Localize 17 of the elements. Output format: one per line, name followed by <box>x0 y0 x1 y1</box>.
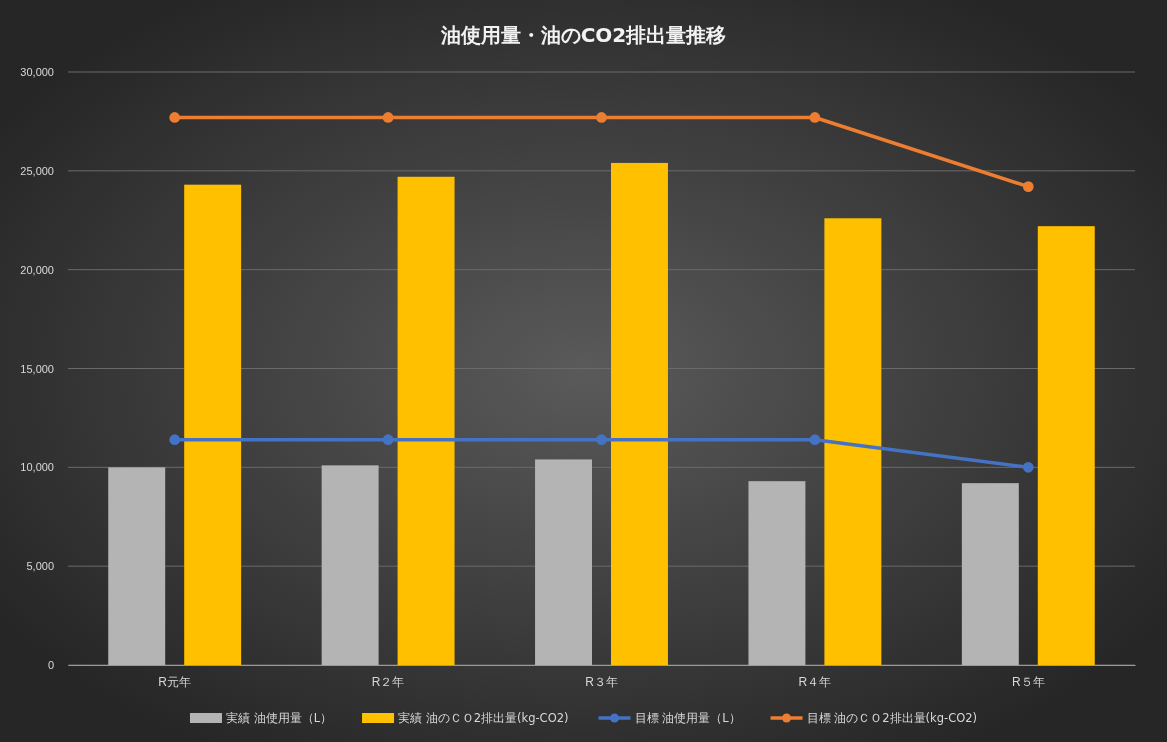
y-tick-label: 20,000 <box>20 263 54 276</box>
y-tick-label: 10,000 <box>20 461 54 474</box>
y-tick-label: 0 <box>47 659 54 672</box>
y-tick-label: 15,000 <box>20 362 54 375</box>
x-tick-label: R５年 <box>1011 674 1045 689</box>
y-tick-label: 30,000 <box>20 66 54 79</box>
y-tick-label: 25,000 <box>20 164 54 177</box>
x-tick-label: R３年 <box>585 674 618 689</box>
x-tick-label: R４年 <box>798 674 832 689</box>
x-tick-label: R２年 <box>371 674 405 689</box>
legend-label: 目標 油のＣＯ2排出量(kg-CO2) <box>806 711 978 725</box>
chart-title: 油使用量・油のCO2排出量推移 <box>439 23 727 47</box>
legend-label: 実績 油のＣＯ2排出量(kg-CO2) <box>398 711 569 725</box>
legend-label: 実績 油使用量（L） <box>225 711 333 725</box>
legend-label: 目標 油使用量（L） <box>634 711 741 725</box>
y-tick-label: 5,000 <box>26 560 54 573</box>
x-tick-label: R元年 <box>158 674 192 689</box>
